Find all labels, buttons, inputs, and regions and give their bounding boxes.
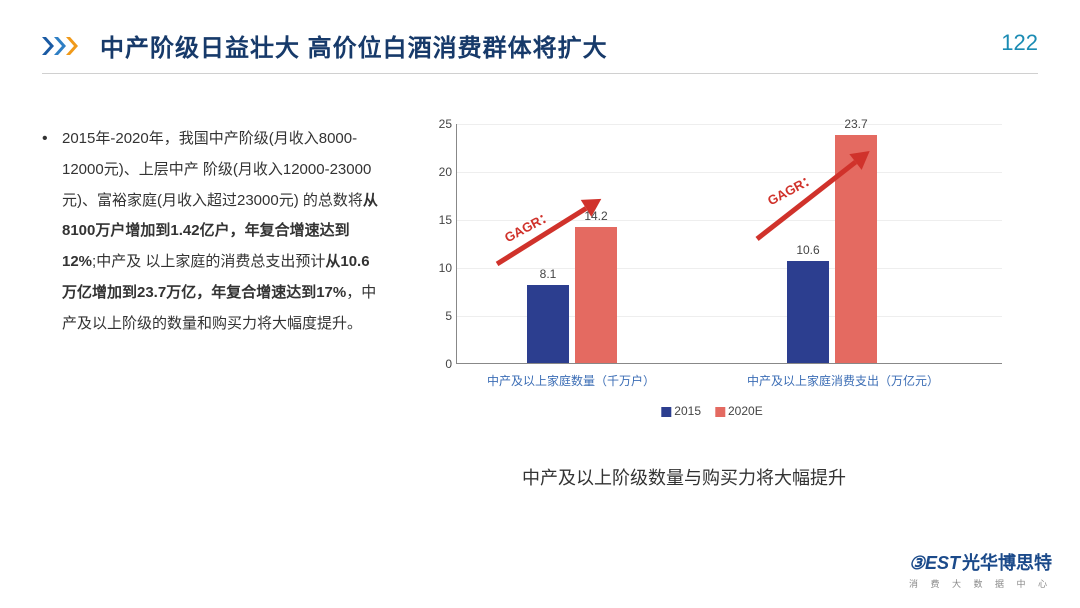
y-tick: 5 [445,309,452,323]
legend-label-2020e: 2020E [728,404,763,418]
logo-sub: 消 费 大 数 据 中 心 [909,577,1052,590]
paragraph: 2015年-2020年，我国中产阶级(月收入8000-12000元)、上层中产 … [62,124,382,339]
plot-area: 8.114.2中产及以上家庭数量（千万户）10.623.7中产及以上家庭消费支出… [456,124,1002,364]
bar-value-label: 23.7 [844,117,867,131]
bar-2020e: 14.2 [575,227,617,363]
page-number: 122 [1001,30,1038,56]
chevron-icon [42,35,88,57]
logo-row: ③EST 光华博思特 [909,549,1052,575]
body: • 2015年-2020年，我国中产阶级(月收入8000-12000元)、上层中… [42,124,1038,404]
legend-label-2015: 2015 [674,404,701,418]
y-tick: 25 [439,117,452,131]
para-mid: ;中产及 以上家庭的消费总支出预计 [92,253,325,270]
swatch-2020e [715,407,725,417]
logo-cn: 光华博思特 [962,549,1052,575]
legend: 2015 2020E [661,404,762,418]
x-axis-label: 中产及以上家庭数量（千万户） [487,372,655,389]
bar-2015: 8.1 [527,285,569,363]
text-column: • 2015年-2020年，我国中产阶级(月收入8000-12000元)、上层中… [42,124,382,404]
y-axis: 0510152025 [422,124,456,364]
footer-logo: ③EST 光华博思特 消 费 大 数 据 中 心 [909,549,1052,590]
logo-mark: ③EST [909,553,960,574]
bar-chart: 0510152025 8.114.2中产及以上家庭数量（千万户）10.623.7… [422,124,1002,404]
bar-value-label: 10.6 [796,243,819,257]
page-title: 中产阶级日益壮大 高价位白酒消费群体将扩大 [100,28,608,63]
chart-caption: 中产及以上阶级数量与购买力将大幅提升 [522,464,846,490]
swatch-2015 [661,407,671,417]
slide: 中产阶级日益壮大 高价位白酒消费群体将扩大 122 • 2015年-2020年，… [0,0,1080,608]
bullet-icon: • [42,130,48,148]
y-tick: 0 [445,357,452,371]
x-axis-label: 中产及以上家庭消费支出（万亿元） [747,372,939,389]
bar-2015: 10.6 [787,261,829,363]
para-pre1: 2015年-2020年，我国中产阶级(月收入8000-12000元)、上层中产 … [62,130,371,209]
y-tick: 10 [439,261,452,275]
header: 中产阶级日益壮大 高价位白酒消费群体将扩大 [42,28,1038,74]
bar-value-label: 8.1 [540,267,557,281]
chart-column: 0510152025 8.114.2中产及以上家庭数量（千万户）10.623.7… [382,124,1038,404]
y-tick: 15 [439,213,452,227]
legend-item-2020e: 2020E [715,404,763,418]
legend-item-2015: 2015 [661,404,701,418]
y-tick: 20 [439,165,452,179]
